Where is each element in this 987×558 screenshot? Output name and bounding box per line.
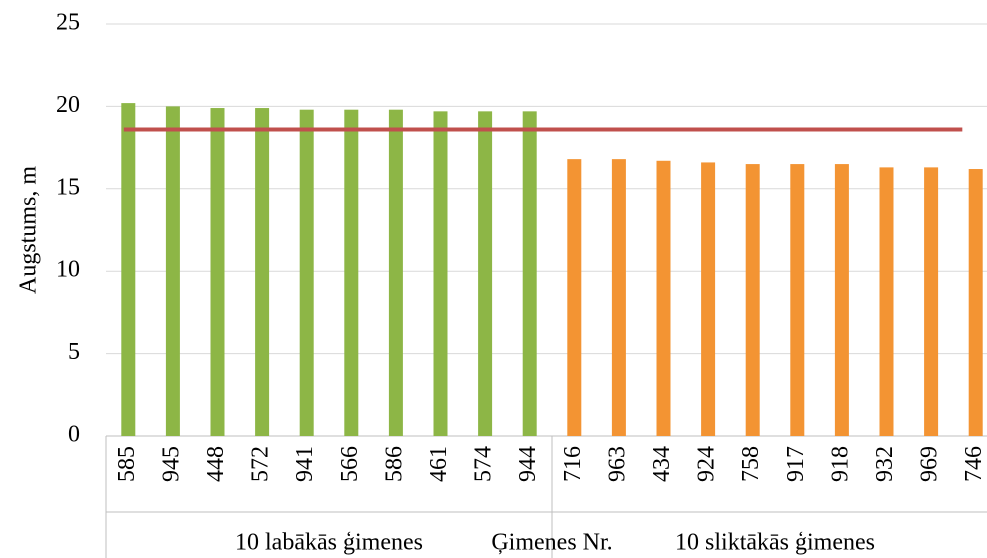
bar — [433, 111, 448, 437]
x-tick-label: 945 — [158, 446, 184, 482]
x-tick-label: 585 — [114, 446, 140, 482]
bar — [121, 103, 136, 436]
y-tick-label: 10 — [56, 257, 80, 283]
bar — [745, 164, 760, 436]
bar — [255, 108, 270, 436]
bar — [478, 111, 493, 437]
y-tick-label: 20 — [56, 92, 80, 118]
bar — [656, 160, 671, 436]
group-label: 10 sliktākās ģimenes — [675, 530, 875, 556]
x-tick-label: 758 — [738, 446, 764, 482]
bar — [968, 169, 983, 437]
bar — [165, 106, 180, 437]
x-tick-label: 586 — [381, 446, 407, 482]
bar — [611, 159, 626, 437]
x-tick-label: 963 — [604, 446, 630, 482]
bar — [210, 108, 225, 436]
y-tick-label: 15 — [56, 174, 80, 200]
bar — [790, 164, 805, 436]
bar — [299, 109, 314, 437]
x-tick-label: 574 — [471, 446, 497, 482]
bar — [834, 164, 849, 436]
x-tick-label: 566 — [337, 446, 363, 482]
bar — [701, 162, 716, 436]
bar — [522, 111, 537, 437]
x-tick-label: 969 — [917, 446, 943, 482]
x-tick-label: 572 — [248, 446, 274, 482]
bar — [344, 109, 359, 437]
x-tick-label: 918 — [827, 446, 853, 482]
bar — [388, 109, 403, 437]
x-axis-title: Ģimenes Nr. — [491, 530, 612, 556]
y-axis-title: Augstums, m — [16, 166, 42, 294]
x-tick-label: 746 — [961, 446, 987, 482]
group-label: 10 labākās ģimenes — [235, 530, 423, 556]
y-tick-label: 5 — [68, 339, 80, 365]
x-tick-label: 932 — [872, 446, 898, 482]
bar — [879, 167, 894, 436]
x-tick-label: 917 — [783, 446, 809, 482]
y-tick-label: 0 — [68, 422, 80, 448]
x-tick-label: 941 — [292, 446, 318, 482]
x-tick-label: 924 — [694, 446, 720, 482]
bar — [924, 167, 939, 436]
y-tick-label: 25 — [56, 10, 80, 36]
x-tick-label: 448 — [203, 446, 229, 482]
x-tick-label: 461 — [426, 446, 452, 482]
bar — [567, 159, 582, 437]
x-tick-label: 944 — [515, 446, 541, 482]
x-tick-label: 716 — [560, 446, 586, 482]
x-tick-label: 434 — [649, 446, 675, 482]
